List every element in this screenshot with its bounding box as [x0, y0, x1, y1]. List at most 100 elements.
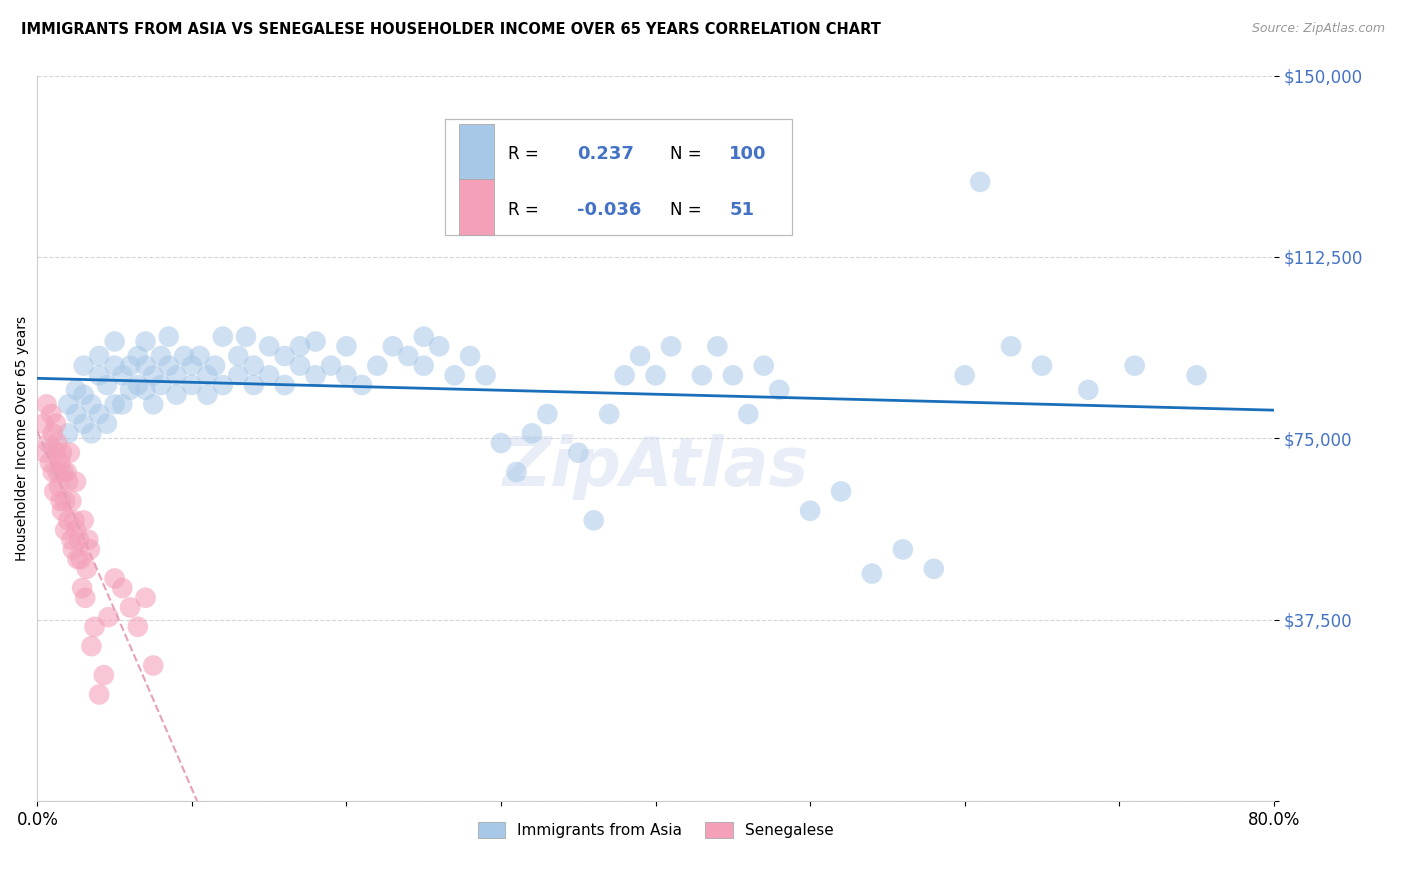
Point — [180, 359, 202, 373]
Point — [63, 513, 86, 527]
Point — [135, 383, 157, 397]
Point — [37, 436, 59, 450]
Point — [188, 349, 211, 363]
Point — [1000, 339, 1022, 353]
Point — [799, 504, 821, 518]
Point — [335, 339, 357, 353]
Point — [412, 329, 434, 343]
Point — [860, 566, 883, 581]
Point — [60, 494, 83, 508]
Point — [659, 339, 682, 353]
Point — [135, 359, 157, 373]
Point — [75, 591, 97, 605]
Point — [38, 455, 60, 469]
Point — [51, 446, 73, 460]
Point — [1123, 359, 1146, 373]
Point — [80, 397, 103, 411]
Point — [34, 446, 56, 460]
Point — [127, 378, 149, 392]
Point — [127, 349, 149, 363]
Point — [58, 475, 80, 489]
Point — [273, 378, 295, 392]
Point — [76, 562, 98, 576]
Point — [104, 571, 127, 585]
Point — [211, 378, 233, 392]
Point — [242, 378, 264, 392]
Point — [628, 349, 651, 363]
Point — [721, 368, 744, 383]
Point — [157, 329, 180, 343]
Text: ZipAtlas: ZipAtlas — [502, 434, 808, 500]
Point — [1185, 368, 1208, 383]
Point — [505, 465, 527, 479]
Point — [97, 610, 120, 624]
Point — [149, 378, 172, 392]
Point — [474, 368, 496, 383]
Point — [58, 513, 80, 527]
Point — [96, 378, 118, 392]
Point — [768, 383, 790, 397]
Point — [79, 542, 101, 557]
Point — [48, 479, 70, 493]
Point — [381, 339, 404, 353]
Point — [83, 620, 105, 634]
Legend: Immigrants from Asia, Senegalese: Immigrants from Asia, Senegalese — [471, 816, 839, 844]
Point — [366, 359, 388, 373]
Point — [65, 523, 87, 537]
Point — [65, 475, 87, 489]
Point — [969, 175, 991, 189]
Point — [127, 620, 149, 634]
Point — [536, 407, 558, 421]
Point — [65, 383, 87, 397]
Point — [69, 552, 91, 566]
Point — [58, 397, 80, 411]
Point — [304, 368, 326, 383]
Text: IMMIGRANTS FROM ASIA VS SENEGALESE HOUSEHOLDER INCOME OVER 65 YEARS CORRELATION : IMMIGRANTS FROM ASIA VS SENEGALESE HOUSE… — [21, 22, 882, 37]
Point — [104, 397, 127, 411]
Point — [67, 533, 90, 547]
Point — [111, 581, 134, 595]
Point — [93, 668, 115, 682]
Point — [45, 417, 67, 431]
Point — [737, 407, 759, 421]
Point — [204, 359, 226, 373]
Point — [89, 688, 111, 702]
Point — [73, 387, 96, 401]
Point — [165, 368, 187, 383]
Point — [598, 407, 620, 421]
Point — [520, 426, 543, 441]
Point — [45, 446, 67, 460]
Point — [304, 334, 326, 349]
Point — [39, 407, 62, 421]
Point — [53, 523, 76, 537]
Point — [70, 581, 93, 595]
Point — [73, 417, 96, 431]
Point — [690, 368, 713, 383]
Point — [157, 359, 180, 373]
Point — [52, 465, 75, 479]
Point — [42, 426, 65, 441]
Point — [142, 658, 165, 673]
Point — [55, 465, 77, 479]
Point — [120, 359, 142, 373]
Point — [706, 339, 728, 353]
Point — [1031, 359, 1053, 373]
Point — [242, 359, 264, 373]
Point — [953, 368, 976, 383]
Point — [49, 465, 72, 479]
Point — [49, 455, 72, 469]
Point — [335, 368, 357, 383]
Point — [489, 436, 512, 450]
Y-axis label: Householder Income Over 65 years: Householder Income Over 65 years — [15, 316, 30, 561]
Point — [59, 446, 82, 460]
Point — [111, 397, 134, 411]
Point — [458, 349, 481, 363]
Point — [120, 383, 142, 397]
Point — [58, 426, 80, 441]
Point — [443, 368, 465, 383]
Point — [173, 349, 195, 363]
Point — [135, 591, 157, 605]
Point — [195, 387, 218, 401]
Point — [396, 349, 419, 363]
Point — [80, 639, 103, 653]
